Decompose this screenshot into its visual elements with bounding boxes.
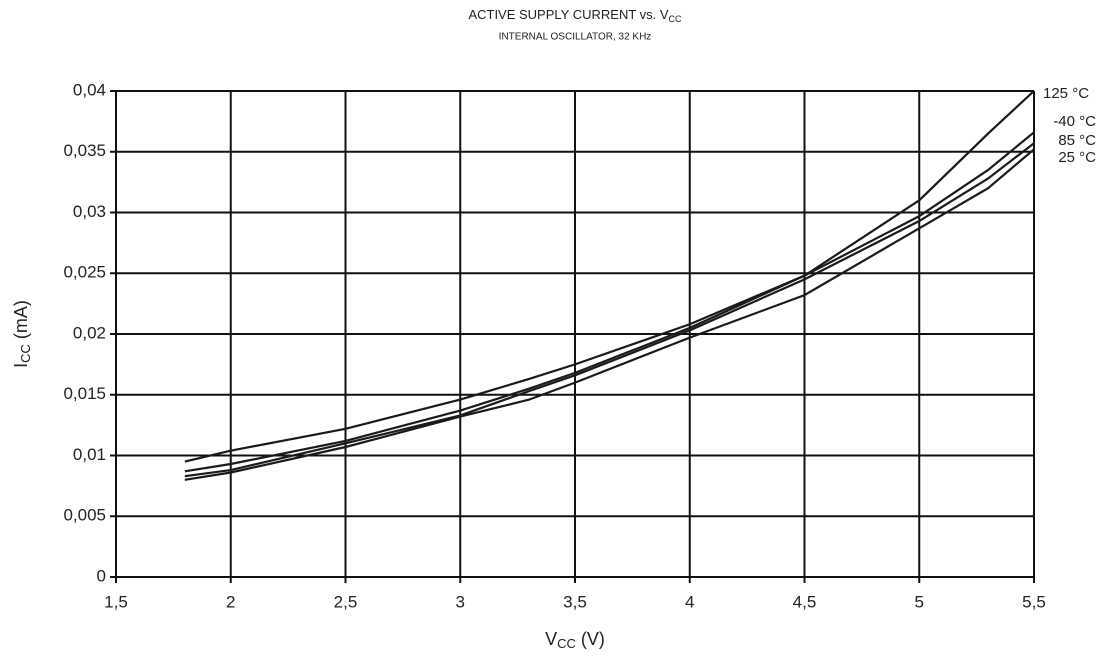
- chart-title: ACTIVE SUPPLY CURRENT vs. VCC: [468, 7, 682, 24]
- series-label: -40 °C: [1053, 113, 1096, 130]
- x-tick-label: 5,5: [1022, 592, 1046, 611]
- y-tick-label: 0,03: [73, 202, 106, 221]
- y-tick-label: 0,02: [73, 323, 106, 342]
- y-tick-label: 0,035: [63, 141, 106, 160]
- series-line: [184, 148, 1035, 481]
- x-tick-label: 5: [915, 592, 924, 611]
- x-tick-label: 1,5: [104, 592, 128, 611]
- y-tick-label: 0,04: [73, 80, 106, 99]
- series-label: 25 °C: [1058, 149, 1096, 166]
- series-label: 85 °C: [1058, 132, 1096, 149]
- y-axis-label: ICC (mA): [11, 300, 34, 368]
- series-label: 125 °C: [1043, 85, 1089, 102]
- series-line: [184, 142, 1035, 478]
- y-tick-label: 0,025: [63, 263, 106, 282]
- x-tick-label: 4: [685, 592, 694, 611]
- y-tick-label: 0,01: [73, 445, 106, 464]
- x-tick-label: 2: [226, 592, 235, 611]
- chart-subtitle: INTERNAL OSCILLATOR, 32 KHz: [499, 32, 652, 43]
- series-line: [184, 90, 1035, 463]
- y-tick-label: 0,015: [63, 384, 106, 403]
- x-axis-label: VCC (V): [545, 629, 605, 652]
- x-tick-label: 4,5: [793, 592, 817, 611]
- series-line: [184, 131, 1035, 473]
- x-tick-label: 3: [456, 592, 465, 611]
- x-tick-label: 3,5: [563, 592, 587, 611]
- y-tick-label: 0,005: [63, 506, 106, 525]
- x-tick-label: 2,5: [334, 592, 358, 611]
- y-tick-label: 0: [97, 566, 106, 585]
